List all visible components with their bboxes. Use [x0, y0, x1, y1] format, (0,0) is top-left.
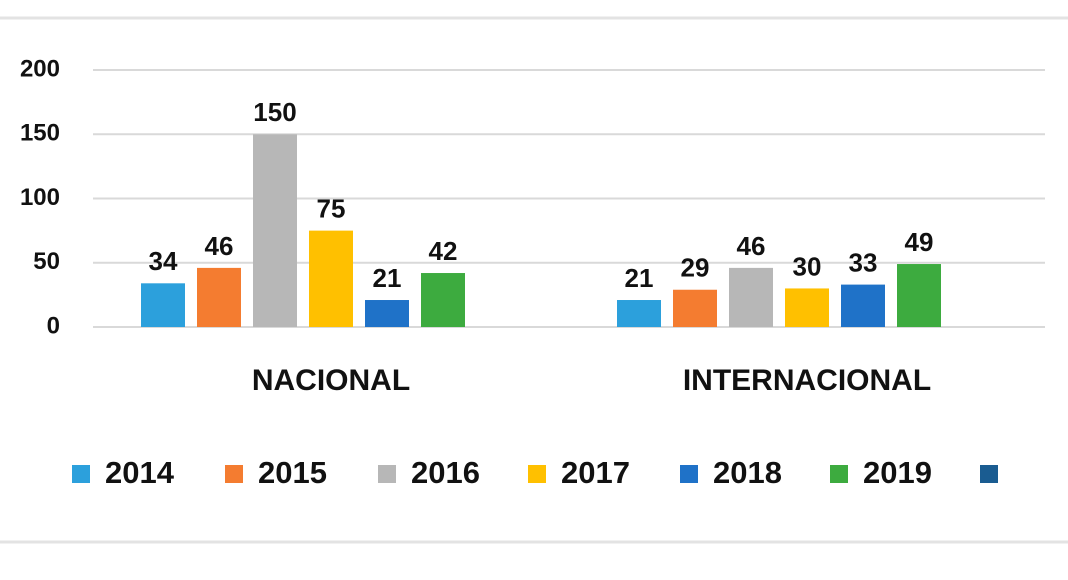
legend-swatch [680, 465, 698, 483]
x-tick-label: NACIONAL [252, 364, 410, 397]
y-tick-label: 0 [47, 312, 60, 339]
legend-swatch [830, 465, 848, 483]
bar [253, 134, 297, 327]
data-label: 46 [205, 231, 234, 261]
bar [785, 288, 829, 327]
data-label: 75 [317, 194, 346, 224]
bar [729, 267, 773, 327]
legend-swatch [225, 465, 243, 483]
bar [141, 283, 185, 327]
data-label: 30 [793, 251, 822, 281]
bar [365, 300, 409, 327]
bar [309, 230, 353, 327]
y-tick-label: 50 [33, 248, 60, 275]
legend-label: 2016 [411, 455, 480, 490]
data-label: 42 [429, 236, 458, 266]
data-label: 150 [253, 97, 296, 127]
legend-label: 2018 [713, 455, 782, 490]
legend-label: 2019 [863, 455, 932, 490]
y-tick-label: 150 [20, 120, 60, 147]
bar [197, 267, 241, 327]
legend-swatch [378, 465, 396, 483]
data-label: 33 [849, 247, 878, 277]
legend-label: 2014 [105, 455, 175, 490]
bar [421, 273, 465, 327]
data-label: 49 [905, 227, 934, 257]
data-label: 21 [625, 263, 654, 293]
legend-swatch [528, 465, 546, 483]
bar [673, 289, 717, 327]
data-label: 34 [149, 246, 178, 276]
bar [617, 300, 661, 327]
y-tick-label: 200 [20, 55, 60, 82]
legend-swatch [980, 465, 998, 483]
data-label: 29 [681, 253, 710, 283]
legend-label: 2015 [258, 455, 327, 490]
x-tick-label: INTERNACIONAL [683, 364, 931, 397]
legend-label: 2017 [561, 455, 630, 490]
data-label: 21 [373, 263, 402, 293]
data-label: 46 [737, 231, 766, 261]
legend-swatch [72, 465, 90, 483]
y-tick-label: 100 [20, 184, 60, 211]
bar [897, 264, 941, 327]
bar [841, 284, 885, 327]
